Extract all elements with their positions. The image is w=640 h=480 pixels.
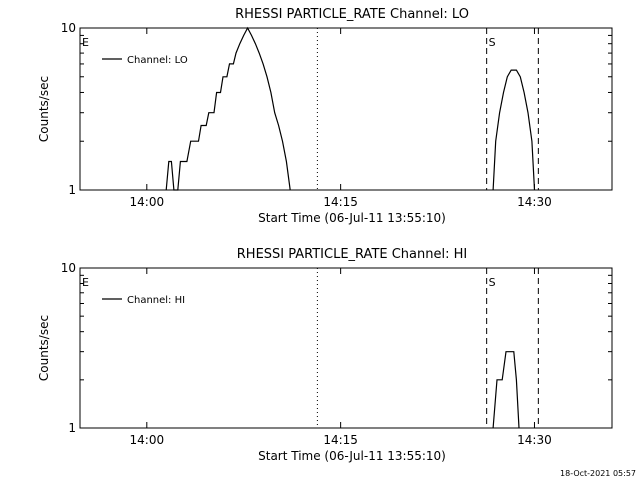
panel-hi: RHESSI PARTICLE_RATE Channel: HI 14:00 14:…	[37, 247, 613, 463]
panel-lo: RHESSI PARTICLE_RATE Channel: LO 14:00 14:…	[37, 7, 613, 225]
marker-label: E	[82, 276, 89, 289]
x-tick-label: 14:30	[517, 195, 552, 209]
x-tick-label: 14:15	[323, 195, 358, 209]
y-tick-label: 1	[68, 421, 76, 435]
marker-label: S	[489, 36, 496, 49]
x-tick-label: 14:00	[130, 433, 165, 447]
series-line	[165, 26, 291, 191]
x-axis-label: Start Time (06-Jul-11 13:55:10)	[258, 211, 446, 225]
series-line	[492, 69, 536, 191]
x-tick-label: 14:30	[517, 433, 552, 447]
x-axis-label: Start Time (06-Jul-11 13:55:10)	[258, 449, 446, 463]
y-axis-label: Counts/sec	[37, 315, 51, 381]
y-tick-label: 1	[68, 183, 76, 197]
y-tick-label: 10	[61, 261, 76, 275]
x-tick-label: 14:15	[323, 433, 358, 447]
chart-title: RHESSI PARTICLE_RATE Channel: HI	[237, 247, 467, 262]
x-tick-label: 14:00	[130, 195, 165, 209]
marker-label: S	[489, 276, 496, 289]
marker-label: E	[82, 36, 89, 49]
legend-label: Channel: HI	[127, 295, 185, 306]
chart-title: RHESSI PARTICLE_RATE Channel: LO	[235, 7, 469, 22]
y-axis-label: Counts/sec	[37, 76, 51, 142]
footer-timestamp: 18-Oct-2021 05:57	[560, 469, 636, 478]
series-line	[492, 351, 520, 429]
y-tick-label: 10	[61, 21, 76, 35]
legend-label: Channel: LO	[127, 55, 188, 66]
